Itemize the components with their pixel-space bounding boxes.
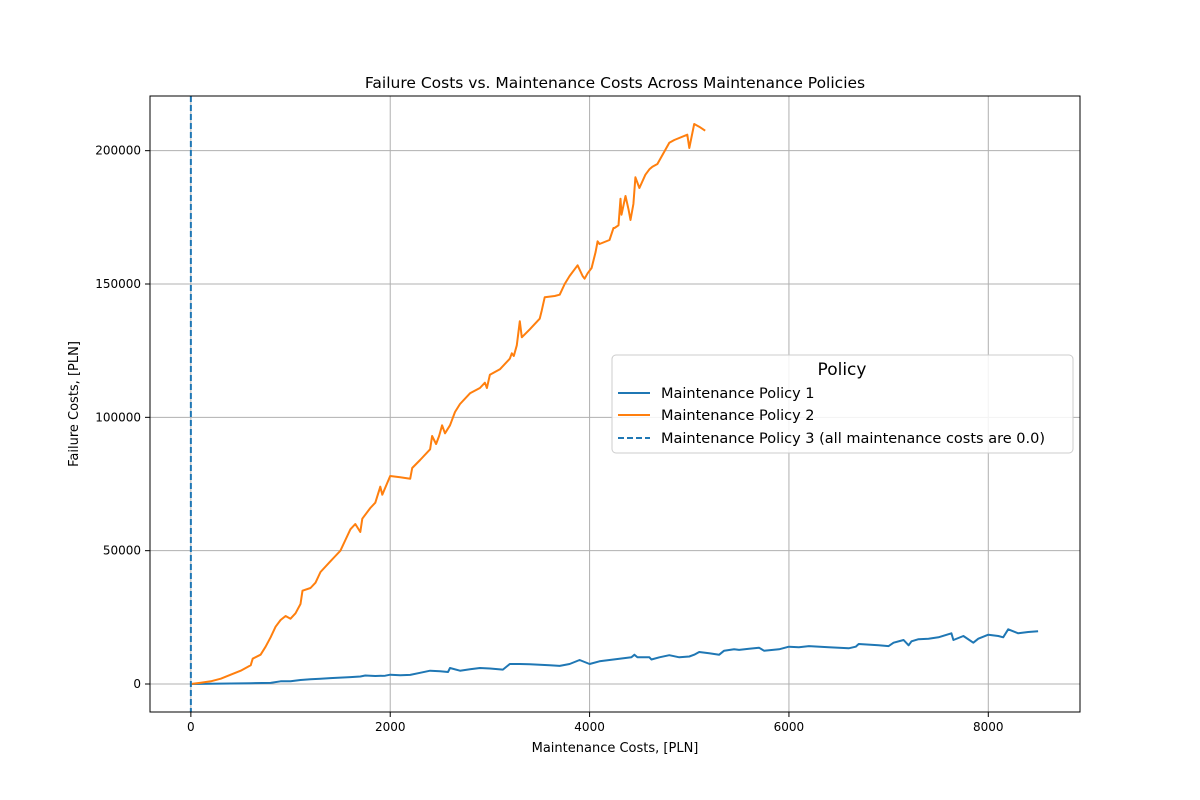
series-policy-1-line <box>190 628 1039 685</box>
legend-box <box>611 354 1074 454</box>
y-tick-label: 50000 <box>103 544 141 558</box>
series-policy-2-line <box>190 123 706 685</box>
legend-label-policy-3: Maintenance Policy 3 (all maintenance co… <box>661 431 1045 447</box>
x-tick-label: 6000 <box>774 720 805 734</box>
plot-series <box>189 96 1039 712</box>
x-axis-label: Maintenance Costs, [PLN] <box>532 741 699 756</box>
x-tick-label: 2000 <box>375 720 406 734</box>
legend-title: Policy <box>818 360 867 380</box>
legend-label-policy-2: Maintenance Policy 2 <box>661 408 815 424</box>
x-tick-label: 0 <box>187 720 195 734</box>
y-tick-label: 0 <box>133 677 141 691</box>
y-tick-label: 150000 <box>95 277 141 291</box>
chart-title: Failure Costs vs. Maintenance Costs Acro… <box>365 74 865 92</box>
legend-label-policy-1: Maintenance Policy 1 <box>661 386 815 402</box>
axis-ticks: 0 2000 4000 6000 8000 0 50000 100000 150000 20000… <box>95 144 1003 734</box>
legend: Policy Maintenance Policy 1 Maintenance … <box>611 354 1074 454</box>
y-axis-label: Failure Costs, [PLN] <box>67 341 82 467</box>
y-tick-label: 200000 <box>95 144 141 158</box>
plot-frame <box>149 95 1081 713</box>
y-tick-label: 100000 <box>95 410 141 424</box>
x-tick-label: 8000 <box>973 720 1004 734</box>
x-tick-label: 4000 <box>574 720 605 734</box>
